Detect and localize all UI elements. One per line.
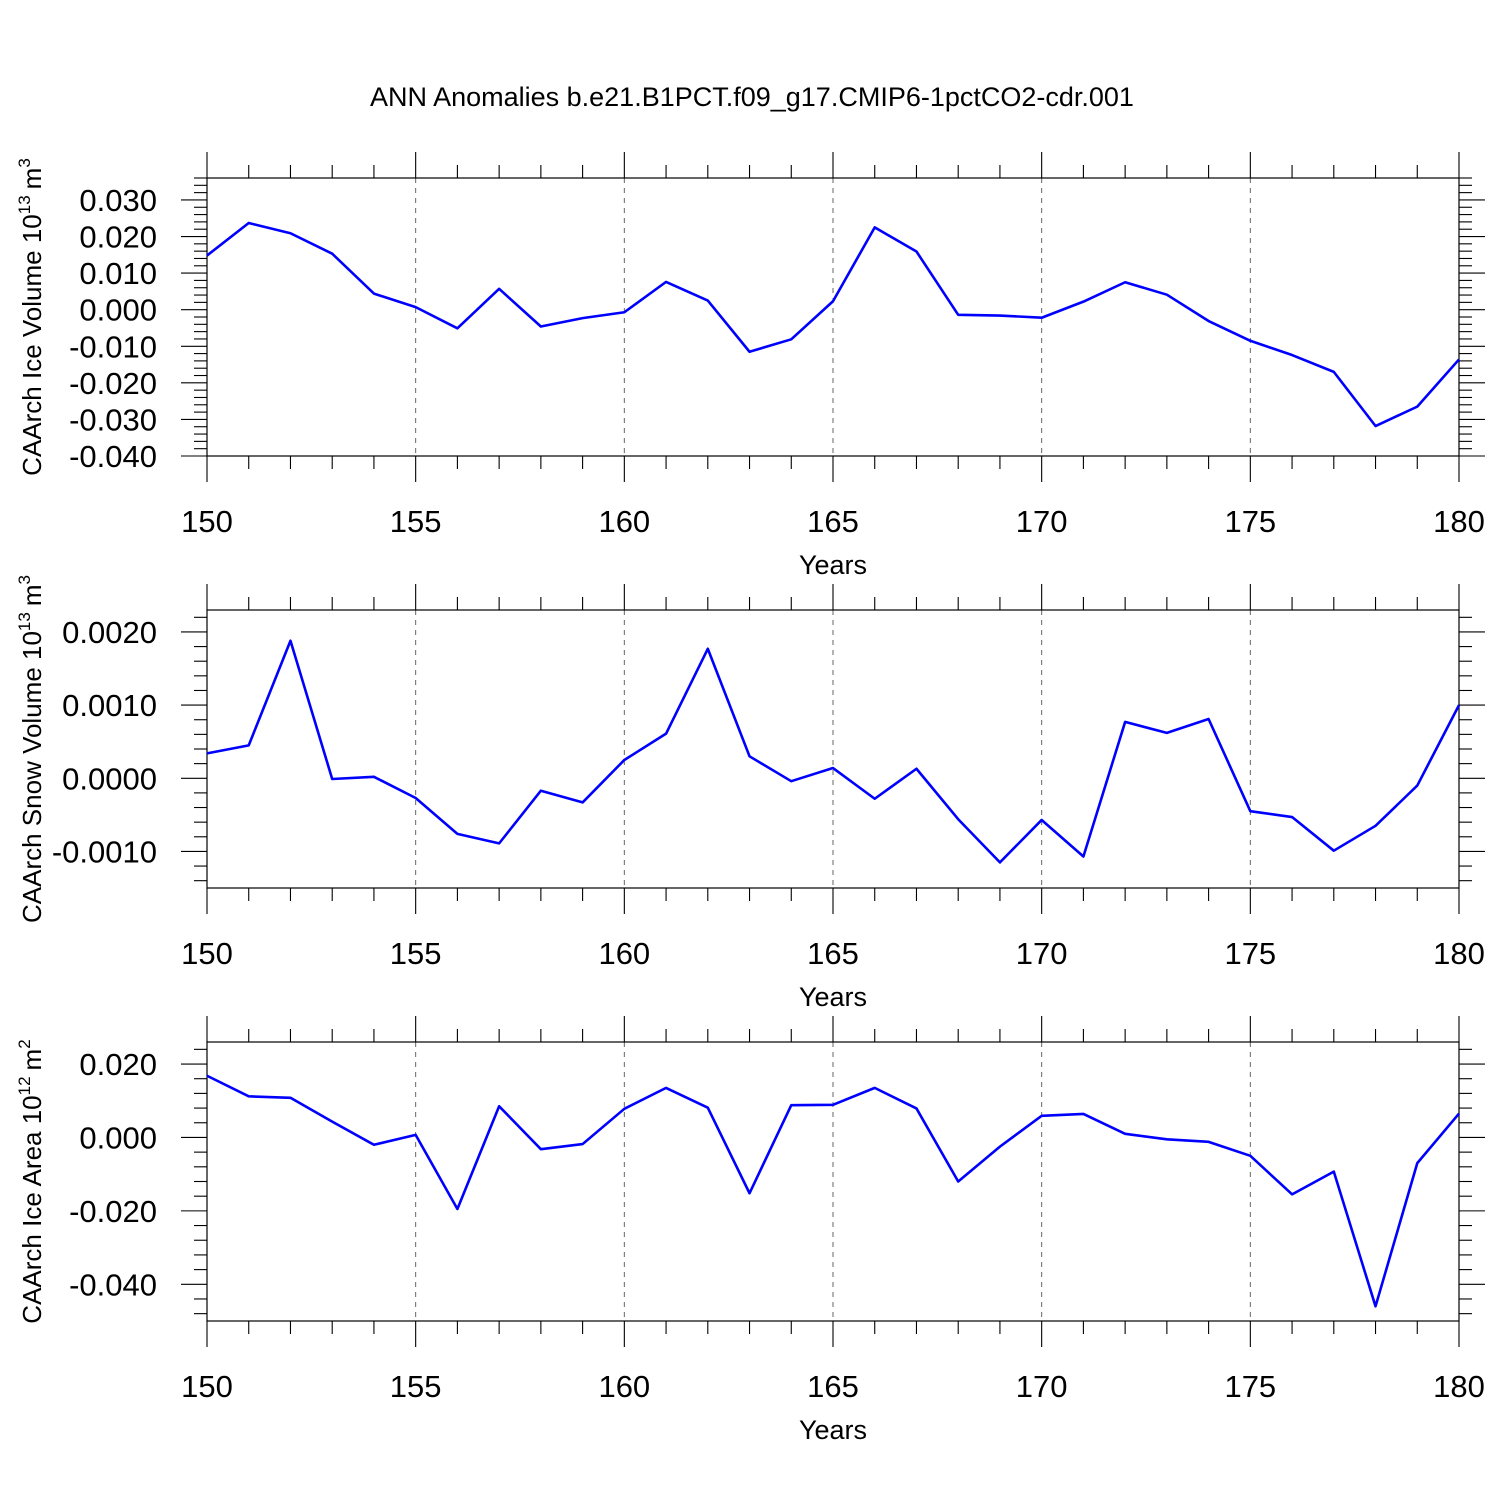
x-axis-label: Years: [799, 982, 867, 1012]
y-axis-label-text: CAArch Ice Area 10: [17, 1095, 47, 1323]
y-axis-label-unit: m: [17, 584, 47, 606]
x-tick-label: 160: [598, 504, 650, 539]
y-axis-label-exponent: 13: [15, 195, 34, 214]
y-tick-label: -0.020: [69, 1194, 157, 1229]
y-axis-label-unit-exponent: 3: [15, 575, 34, 584]
x-tick-label: 165: [807, 936, 859, 971]
y-tick-label: -0.020: [69, 366, 157, 401]
x-tick-label: 180: [1433, 504, 1485, 539]
series-line: [206, 639, 1461, 864]
y-axis-label: CAArch Ice Area 1012 m2: [15, 1039, 47, 1323]
x-tick-label: 160: [598, 1369, 650, 1404]
y-tick-label: 0.0000: [62, 761, 157, 796]
series-line: [206, 221, 1460, 428]
panel-ice-volume: 150 155 160 165 170 175 180 -0.040-0.030-0.020-…: [15, 152, 1485, 580]
y-axis-label: CAArch Ice Volume 1013 m3: [15, 158, 47, 476]
x-tick-label: 170: [1016, 1369, 1068, 1404]
y-axis-label-text: CAArch Snow Volume 10: [17, 631, 47, 923]
x-tick-label: 180: [1433, 936, 1485, 971]
y-tick-label: 0.020: [79, 220, 157, 255]
panel-ice-area: 150 155 160 165 170 175 180 -0.040 -0.020 0.000 0.…: [15, 1016, 1485, 1445]
x-axis-label: Years: [799, 1415, 867, 1445]
x-tick-label: 150: [181, 504, 233, 539]
y-tick-label: -0.010: [69, 329, 157, 364]
y-axis-label: CAArch Snow Volume 1013 m3: [15, 575, 47, 923]
figure-title: ANN Anomalies b.e21.B1PCT.f09_g17.CMIP6-…: [370, 82, 1134, 112]
x-tick-label: 165: [807, 504, 859, 539]
x-tick-label: 160: [598, 936, 650, 971]
x-tick-label: 175: [1224, 1369, 1276, 1404]
x-tick-label: 165: [807, 1369, 859, 1404]
y-tick-label: 0.010: [79, 256, 157, 291]
x-axis-label: Years: [799, 550, 867, 580]
y-axis-label-unit-exponent: 2: [15, 1039, 34, 1048]
x-tick-label: 175: [1224, 504, 1276, 539]
x-tick-label: 170: [1016, 936, 1068, 971]
x-tick-label: 155: [390, 1369, 442, 1404]
y-axis-label-unit-exponent: 3: [15, 158, 34, 167]
y-axis-label-unit: m: [17, 1049, 47, 1071]
x-tick-label: 150: [181, 936, 233, 971]
x-tick-label: 170: [1016, 504, 1068, 539]
y-axis-label-exponent: 12: [15, 1076, 34, 1095]
y-axis-label-unit: m: [17, 168, 47, 190]
y-tick-label: -0.0010: [52, 834, 157, 869]
x-tick-label: 150: [181, 1369, 233, 1404]
y-axis-label-text: CAArch Ice Volume 10: [17, 214, 47, 476]
y-tick-label: -0.040: [69, 439, 157, 474]
y-tick-label: 0.020: [79, 1047, 157, 1082]
panel-snow-volume: 150 155 160 165 170 175 180 -0.0010 0.0000 0.0010…: [15, 575, 1485, 1012]
series-line: [206, 1074, 1460, 1308]
x-tick-label: 155: [390, 936, 442, 971]
y-tick-label: -0.040: [69, 1267, 157, 1302]
y-tick-label: 0.030: [79, 183, 157, 218]
x-tick-label: 155: [390, 504, 442, 539]
y-tick-label: -0.030: [69, 402, 157, 437]
y-tick-label: 0.0010: [62, 688, 157, 723]
y-tick-label: 0.0020: [62, 615, 157, 650]
x-tick-label: 175: [1224, 936, 1276, 971]
y-axis-label-exponent: 13: [15, 612, 34, 631]
y-tick-label: 0.000: [79, 1120, 157, 1155]
y-tick-label: 0.000: [79, 293, 157, 328]
x-tick-label: 180: [1433, 1369, 1485, 1404]
